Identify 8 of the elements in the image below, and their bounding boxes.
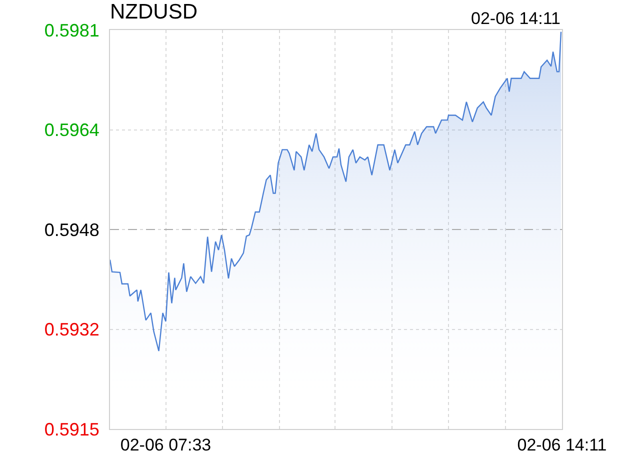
y-tick-label: 0.5948 — [44, 220, 100, 240]
text: 02-06 14:11 — [471, 9, 560, 28]
chart-title: NZDUSD — [110, 0, 198, 24]
y-tick-label: 0.5915 — [44, 419, 100, 440]
y-tick-label: 0.5981 — [44, 20, 100, 40]
y-tick-label: 0.5932 — [44, 320, 100, 340]
y-tick-label: 0.5964 — [44, 120, 100, 140]
x-tick-label: 02-06 07:33 — [120, 435, 212, 454]
